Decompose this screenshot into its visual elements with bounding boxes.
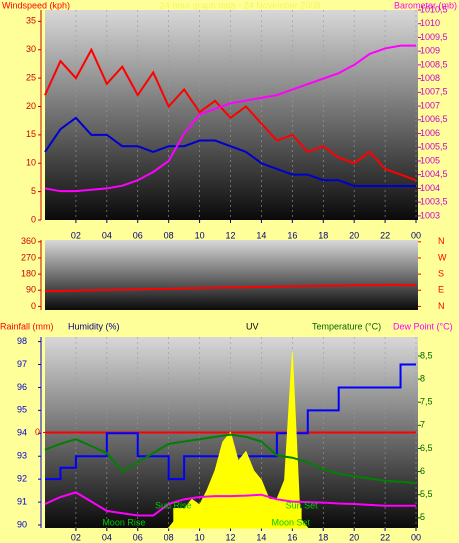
y-tick-label: 93 <box>17 451 27 461</box>
y-tick-label: 96 <box>17 382 27 392</box>
annotation: Sun Set <box>286 500 319 510</box>
y2-tick-label: 1003 <box>420 210 440 220</box>
x-tick-label: 06 <box>133 230 143 240</box>
series-line <box>44 283 417 293</box>
y2-tick-label: 1004,5 <box>420 169 448 179</box>
y2-tick-label: 1010 <box>420 18 440 28</box>
x-tick-label: 08 <box>164 532 174 542</box>
y2-axis-title: Barometer (mb) <box>394 0 457 10</box>
y2-tick-label: 1004 <box>420 183 440 193</box>
y2-tick-label: 8,5 <box>420 350 433 360</box>
y2-tick-label: 1009 <box>420 46 440 56</box>
x-tick-label: 18 <box>318 230 328 240</box>
x-tick-label: 04 <box>102 532 112 542</box>
x-tick-label: 20 <box>349 230 359 240</box>
y2-tick-label: 1005,5 <box>420 142 448 152</box>
series-title: Temperature (°C) <box>312 321 381 331</box>
y2-tick-label: 7,5 <box>420 397 433 407</box>
series-line <box>44 44 416 193</box>
series-title: Humidity (%) <box>68 321 120 331</box>
y2-tick-label: E <box>438 285 444 295</box>
y-tick-label: 20 <box>26 101 36 111</box>
uv-area <box>167 352 309 529</box>
y2-tick-label: N <box>438 236 445 246</box>
x-tick-label: 16 <box>287 532 297 542</box>
y2-tick-label: N <box>438 301 445 311</box>
series-line <box>44 491 416 517</box>
y2-tick-label: 6,5 <box>420 443 433 453</box>
y-tick-label: 35 <box>26 16 36 26</box>
x-tick-label: 22 <box>380 230 390 240</box>
x-tick-label: 10 <box>195 230 205 240</box>
y2-tick-label: 5,5 <box>420 489 433 499</box>
y2-tick-label: 1003,5 <box>420 197 448 207</box>
y-tick-label: 25 <box>26 72 36 82</box>
x-tick-label: 14 <box>256 532 266 542</box>
y-tick-label: 10 <box>26 158 36 168</box>
x-tick-label: 10 <box>195 532 205 542</box>
y-tick-label: 15 <box>26 129 36 139</box>
y-tick-label: 94 <box>17 428 27 438</box>
y2-tick-label: 8 <box>420 373 425 383</box>
y2-tick-label: 1007,5 <box>420 87 448 97</box>
annotation: Moon Rise <box>102 517 145 527</box>
series-title: UV <box>246 321 259 331</box>
y2-tick-label: 7 <box>420 420 425 430</box>
y-tick-label: 97 <box>17 359 27 369</box>
y-tick-label: 5 <box>31 186 36 196</box>
y-tick-label: 360 <box>21 236 36 246</box>
x-tick-label: 18 <box>318 532 328 542</box>
x-tick-label: 08 <box>164 230 174 240</box>
plot-area <box>45 240 418 310</box>
annotation: Moon Set <box>272 517 311 527</box>
y-tick-label: 90 <box>26 285 36 295</box>
x-tick-label: 12 <box>225 532 235 542</box>
x-tick-label: 06 <box>133 532 143 542</box>
y2-tick-label: 5 <box>420 512 425 522</box>
y-tick-label: 0 <box>31 301 36 311</box>
series-line <box>44 47 417 182</box>
chart-title: 24 hour graph data - 24 November 2008 <box>160 0 321 10</box>
y2-tick-label: 1009,5 <box>420 32 448 42</box>
y2-tick-label: 1008 <box>420 73 440 83</box>
series-line <box>44 116 416 187</box>
y-tick-label: 180 <box>21 268 36 278</box>
x-tick-label: 16 <box>287 230 297 240</box>
y-tick-label: 270 <box>21 252 36 262</box>
x-tick-label: 22 <box>380 532 390 542</box>
y2-tick-label: 1008,5 <box>420 59 448 69</box>
y-tick-label: 98 <box>17 336 27 346</box>
y2-tick-label: 1006 <box>420 128 440 138</box>
y2-tick-label: 1006,5 <box>420 114 448 124</box>
x-tick-label: 20 <box>349 532 359 542</box>
y2-tick-label: W <box>438 252 447 262</box>
series-line <box>44 433 417 485</box>
y-tick-label: 95 <box>17 405 27 415</box>
y-tick-label: 92 <box>17 474 27 484</box>
x-tick-label: 02 <box>71 532 81 542</box>
y-axis-title: Windspeed (kph) <box>2 0 70 10</box>
series-line <box>45 363 416 481</box>
y-tick-label: 0 <box>31 214 36 224</box>
x-tick-label: 02 <box>71 230 81 240</box>
series-title: Rainfall (mm) <box>0 321 54 331</box>
x-tick-label: 04 <box>102 230 112 240</box>
y3-tick-label: 0 <box>35 427 40 437</box>
annotation: Sun Rise <box>155 500 192 510</box>
x-tick-label: 00 <box>411 532 421 542</box>
y2-tick-label: 6 <box>420 466 425 476</box>
x-tick-label: 00 <box>411 230 421 240</box>
x-tick-label: 14 <box>256 230 266 240</box>
y2-tick-label: 1010,5 <box>420 4 448 14</box>
y-tick-label: 91 <box>17 496 27 506</box>
y2-tick-label: 1007 <box>420 100 440 110</box>
y2-tick-label: S <box>438 268 444 278</box>
series-title: Dew Point (°C) <box>393 321 453 331</box>
y2-tick-label: 1005 <box>420 155 440 165</box>
y-tick-label: 30 <box>26 44 36 54</box>
x-tick-label: 12 <box>225 230 235 240</box>
y-tick-label: 90 <box>17 519 27 529</box>
